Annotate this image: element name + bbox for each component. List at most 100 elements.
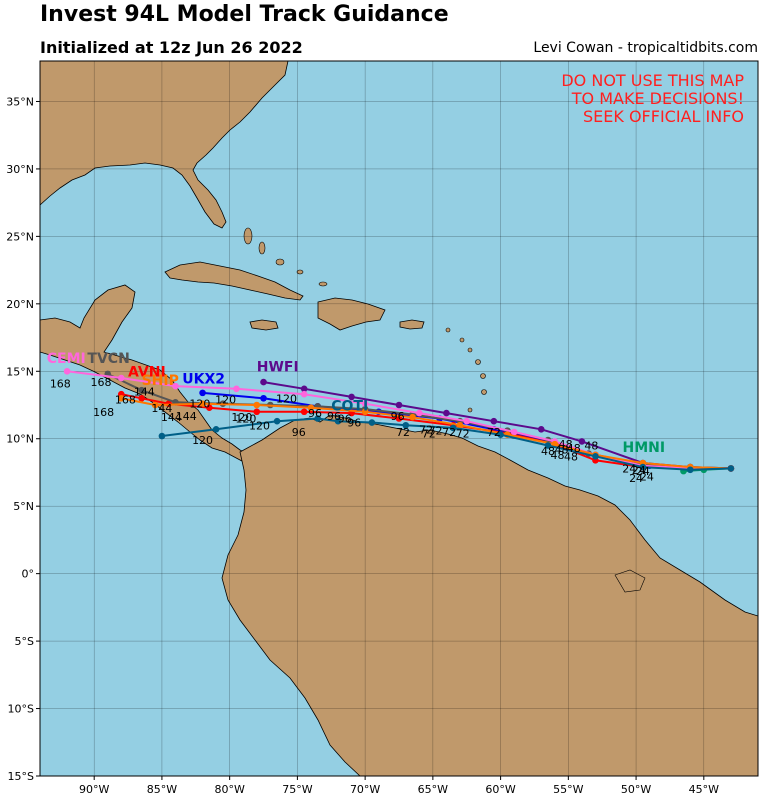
track-point-ukx2: [199, 389, 206, 397]
track-point-hwfi: [443, 409, 450, 417]
track-point-ship: [456, 421, 464, 429]
track-point-coti: [334, 417, 342, 425]
track-point-cemi: [300, 390, 308, 398]
track-point-coti: [402, 421, 410, 429]
lon-tick-label: 75°W: [282, 783, 312, 796]
lon-tick-label: 55°W: [553, 783, 583, 796]
lon-tick-label: 85°W: [147, 783, 177, 796]
track-point-hwfi: [537, 425, 545, 433]
map-title: Invest 94L Model Track Guidance: [40, 2, 449, 27]
forecast-hour-label: 48: [555, 444, 569, 457]
track-point-hwfi: [348, 393, 355, 401]
warning-line-2: TO MAKE DECISIONS!: [571, 89, 744, 108]
land-layer: [40, 61, 758, 776]
lon-tick-label: 80°W: [214, 783, 244, 796]
forecast-hour-label: 96: [338, 413, 352, 426]
track-point-avni: [253, 408, 261, 416]
forecast-hour-label: 96: [327, 410, 341, 423]
lat-tick-label: 15°N: [6, 365, 34, 378]
track-point-coti: [544, 442, 552, 449]
track-point-hwfi: [260, 378, 267, 386]
lon-tick-label: 50°W: [621, 783, 651, 796]
model-label-ukx2: UKX2: [182, 371, 225, 387]
track-line-cemi: [66, 370, 731, 470]
forecast-hour-label: 72: [442, 426, 456, 439]
track-point-cemi: [416, 409, 423, 417]
lat-tick-label: 15°S: [8, 770, 34, 783]
lat-tick-label: 35°N: [6, 95, 34, 108]
forecast-hour-label: 48: [567, 442, 581, 455]
track-point-coti: [314, 415, 322, 422]
track-point-hwfi: [300, 385, 308, 393]
track-point-hwfi: [395, 401, 403, 409]
land-north-america: [40, 61, 289, 229]
model-label-coti: COTI: [331, 398, 368, 414]
model-label-hmni: HMNI: [623, 440, 666, 456]
warning-line-3: SEEK OFFICIAL INFO: [583, 107, 744, 126]
forecast-hour-label: 96: [308, 407, 322, 420]
forecast-hour-label: 120: [215, 394, 236, 407]
land-jamaica: [249, 319, 279, 331]
track-point-coti: [497, 431, 504, 438]
land-hispaniola: [317, 297, 386, 331]
lat-tick-label: 30°N: [6, 163, 34, 176]
forecast-hour-label: 144: [134, 386, 155, 399]
lon-tick-label: 70°W: [350, 783, 380, 796]
forecast-hour-label: 120: [192, 434, 213, 447]
lat-tick-label: 25°N: [6, 230, 34, 243]
model-label-avni: AVNI: [128, 365, 166, 381]
forecast-hour-label: 96: [292, 426, 306, 439]
track-point-ship: [199, 400, 206, 407]
lat-tick-label: 20°N: [6, 298, 34, 311]
track-point-coti: [639, 463, 647, 471]
warning-line-1: DO NOT USE THIS MAP: [561, 71, 744, 90]
track-point-tvcn: [138, 386, 145, 394]
forecast-hour-label: 168: [50, 377, 71, 390]
forecast-hour-label: 72: [429, 425, 443, 438]
forecast-hour-label: 24: [632, 464, 646, 477]
forecast-hour-label: 72: [422, 427, 436, 440]
track-point-cemi: [117, 374, 125, 382]
forecast-hour-label: 96: [347, 417, 361, 430]
forecast-hour-label: 24: [636, 465, 650, 478]
track-point-cemi: [172, 382, 179, 390]
forecast-hour-label: 24: [640, 471, 654, 484]
track-point-avni: [300, 408, 308, 416]
track-point-ship: [253, 401, 261, 409]
forecast-hour-label: 24: [629, 472, 643, 485]
forecast-hour-label: 48: [564, 450, 578, 463]
model-tracks: [63, 367, 735, 475]
lon-tick-label: 90°W: [79, 783, 109, 796]
forecast-hour-label: 48: [559, 438, 573, 451]
lon-tick-label: 60°W: [485, 783, 515, 796]
forecast-hour-label: 168: [115, 394, 136, 407]
longitude-ticks: 90°W 85°W 80°W 75°W 70°W 65°W 60°W 55°W 50°W 45°W: [79, 776, 719, 796]
land-cuba: [164, 261, 304, 301]
land-bahamas: [243, 227, 328, 287]
forecast-hour-label: 120: [249, 419, 270, 432]
lat-tick-label: 10°N: [6, 433, 34, 446]
track-point-ship: [361, 408, 369, 416]
warning-text: DO NOT USE THIS MAP TO MAKE DECISIONS! S…: [561, 71, 744, 126]
track-point-cemi: [463, 417, 471, 425]
track-point-ukx2: [260, 394, 267, 402]
forecast-hour-label: 72: [396, 426, 410, 439]
model-label-cemi: CEMI: [47, 351, 86, 367]
forecast-hour-label: 168: [93, 406, 114, 419]
forecast-hour-label: 120: [276, 392, 297, 405]
plot-frame: [39, 60, 759, 777]
track-point-ship: [409, 413, 416, 421]
lat-tick-label: 5°S: [15, 635, 34, 648]
track-point-coti: [273, 417, 281, 425]
forecast-hour-label: 48: [584, 440, 598, 453]
model-label-ship: SHIP: [142, 373, 179, 389]
lon-tick-label: 45°W: [689, 783, 719, 796]
track-point-hwfi: [578, 438, 586, 445]
latitude-ticks: 35°N 30°N 25°N 20°N 15°N 10°N 5°N 0° 5°S 10°S 15°S: [6, 95, 40, 783]
track-point-coti: [449, 424, 457, 432]
lat-tick-label: 5°N: [13, 500, 34, 513]
track-line-coti: [161, 417, 731, 471]
track-point-coti: [158, 432, 166, 440]
track-point-coti: [368, 419, 376, 426]
forecast-hour-label: 144: [151, 402, 172, 415]
